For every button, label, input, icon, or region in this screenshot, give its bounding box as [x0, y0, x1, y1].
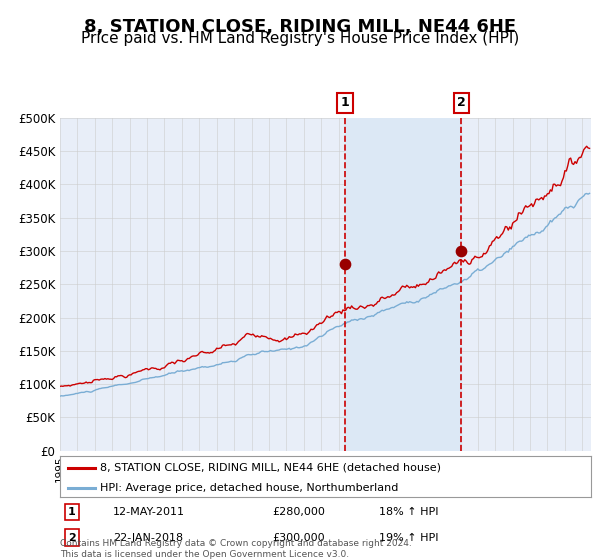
- Point: [340, 260, 350, 269]
- Text: 12-MAY-2011: 12-MAY-2011: [113, 507, 185, 517]
- Text: Price paid vs. HM Land Registry's House Price Index (HPI): Price paid vs. HM Land Registry's House …: [81, 31, 519, 46]
- Text: £280,000: £280,000: [272, 507, 325, 517]
- Text: £300,000: £300,000: [272, 533, 325, 543]
- Bar: [345, 118, 461, 451]
- Text: HPI: Average price, detached house, Northumberland: HPI: Average price, detached house, Nort…: [100, 483, 398, 493]
- Text: Contains HM Land Registry data © Crown copyright and database right 2024.
This d: Contains HM Land Registry data © Crown c…: [60, 539, 412, 559]
- Text: 18% ↑ HPI: 18% ↑ HPI: [379, 507, 438, 517]
- Text: 1: 1: [340, 96, 349, 109]
- Text: 8, STATION CLOSE, RIDING MILL, NE44 6HE: 8, STATION CLOSE, RIDING MILL, NE44 6HE: [84, 18, 516, 36]
- Text: 22-JAN-2018: 22-JAN-2018: [113, 533, 183, 543]
- Text: 19% ↑ HPI: 19% ↑ HPI: [379, 533, 438, 543]
- Text: 2: 2: [68, 533, 76, 543]
- Text: 2: 2: [457, 96, 466, 109]
- Text: 1: 1: [68, 507, 76, 517]
- Text: 8, STATION CLOSE, RIDING MILL, NE44 6HE (detached house): 8, STATION CLOSE, RIDING MILL, NE44 6HE …: [100, 463, 441, 473]
- Point: [457, 246, 466, 255]
